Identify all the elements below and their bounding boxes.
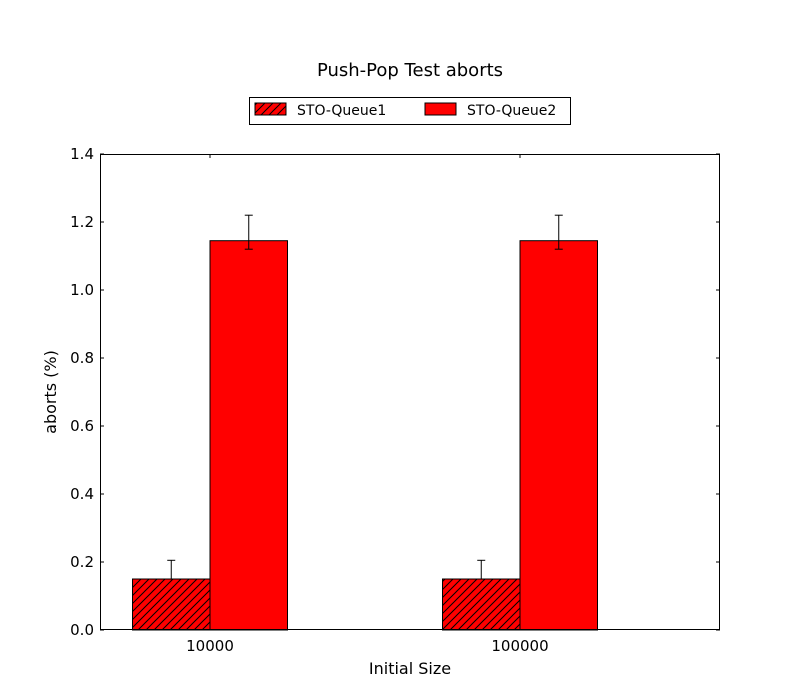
x-axis: 10000 100000: [186, 154, 549, 655]
y-axis: 0.0 0.2 0.4 0.6 0.8 1.0 1.2 1.4: [70, 145, 720, 639]
x-tick-label: 10000: [186, 637, 234, 655]
y-tick-label: 1.2: [70, 213, 94, 231]
chart-title: Push-Pop Test aborts: [317, 60, 503, 81]
legend-label-sto-queue2: STO-Queue2: [467, 103, 556, 119]
x-tick-label: 100000: [491, 637, 548, 655]
y-tick-label: 0.6: [70, 417, 94, 435]
y-tick-label: 0.8: [70, 349, 94, 367]
bars-layer: [132, 240, 598, 631]
legend-box: [249, 97, 571, 125]
plot-frame: [100, 154, 720, 630]
error-bars-layer: [167, 214, 563, 580]
legend-swatch-sto-queue2: [424, 102, 457, 116]
y-tick-label: 0.4: [70, 485, 94, 503]
y-tick-label: 1.0: [70, 281, 94, 299]
bar-sto-queue1-100000: [442, 578, 521, 631]
y-tick-label: 1.4: [70, 145, 94, 163]
y-tick-label: 0.0: [70, 621, 94, 639]
bar-sto-queue2-10000: [209, 240, 288, 631]
x-axis-label: Initial Size: [369, 659, 451, 678]
y-tick-label: 0.2: [70, 553, 94, 571]
legend: STO-Queue1 STO-Queue2: [249, 97, 571, 125]
bar-sto-queue2-100000: [519, 240, 598, 631]
bar-sto-queue1-10000: [132, 578, 211, 631]
legend-label-sto-queue1: STO-Queue1: [297, 103, 386, 119]
y-axis-label: aborts (%): [41, 350, 60, 434]
legend-swatch-sto-queue1: [254, 102, 287, 116]
